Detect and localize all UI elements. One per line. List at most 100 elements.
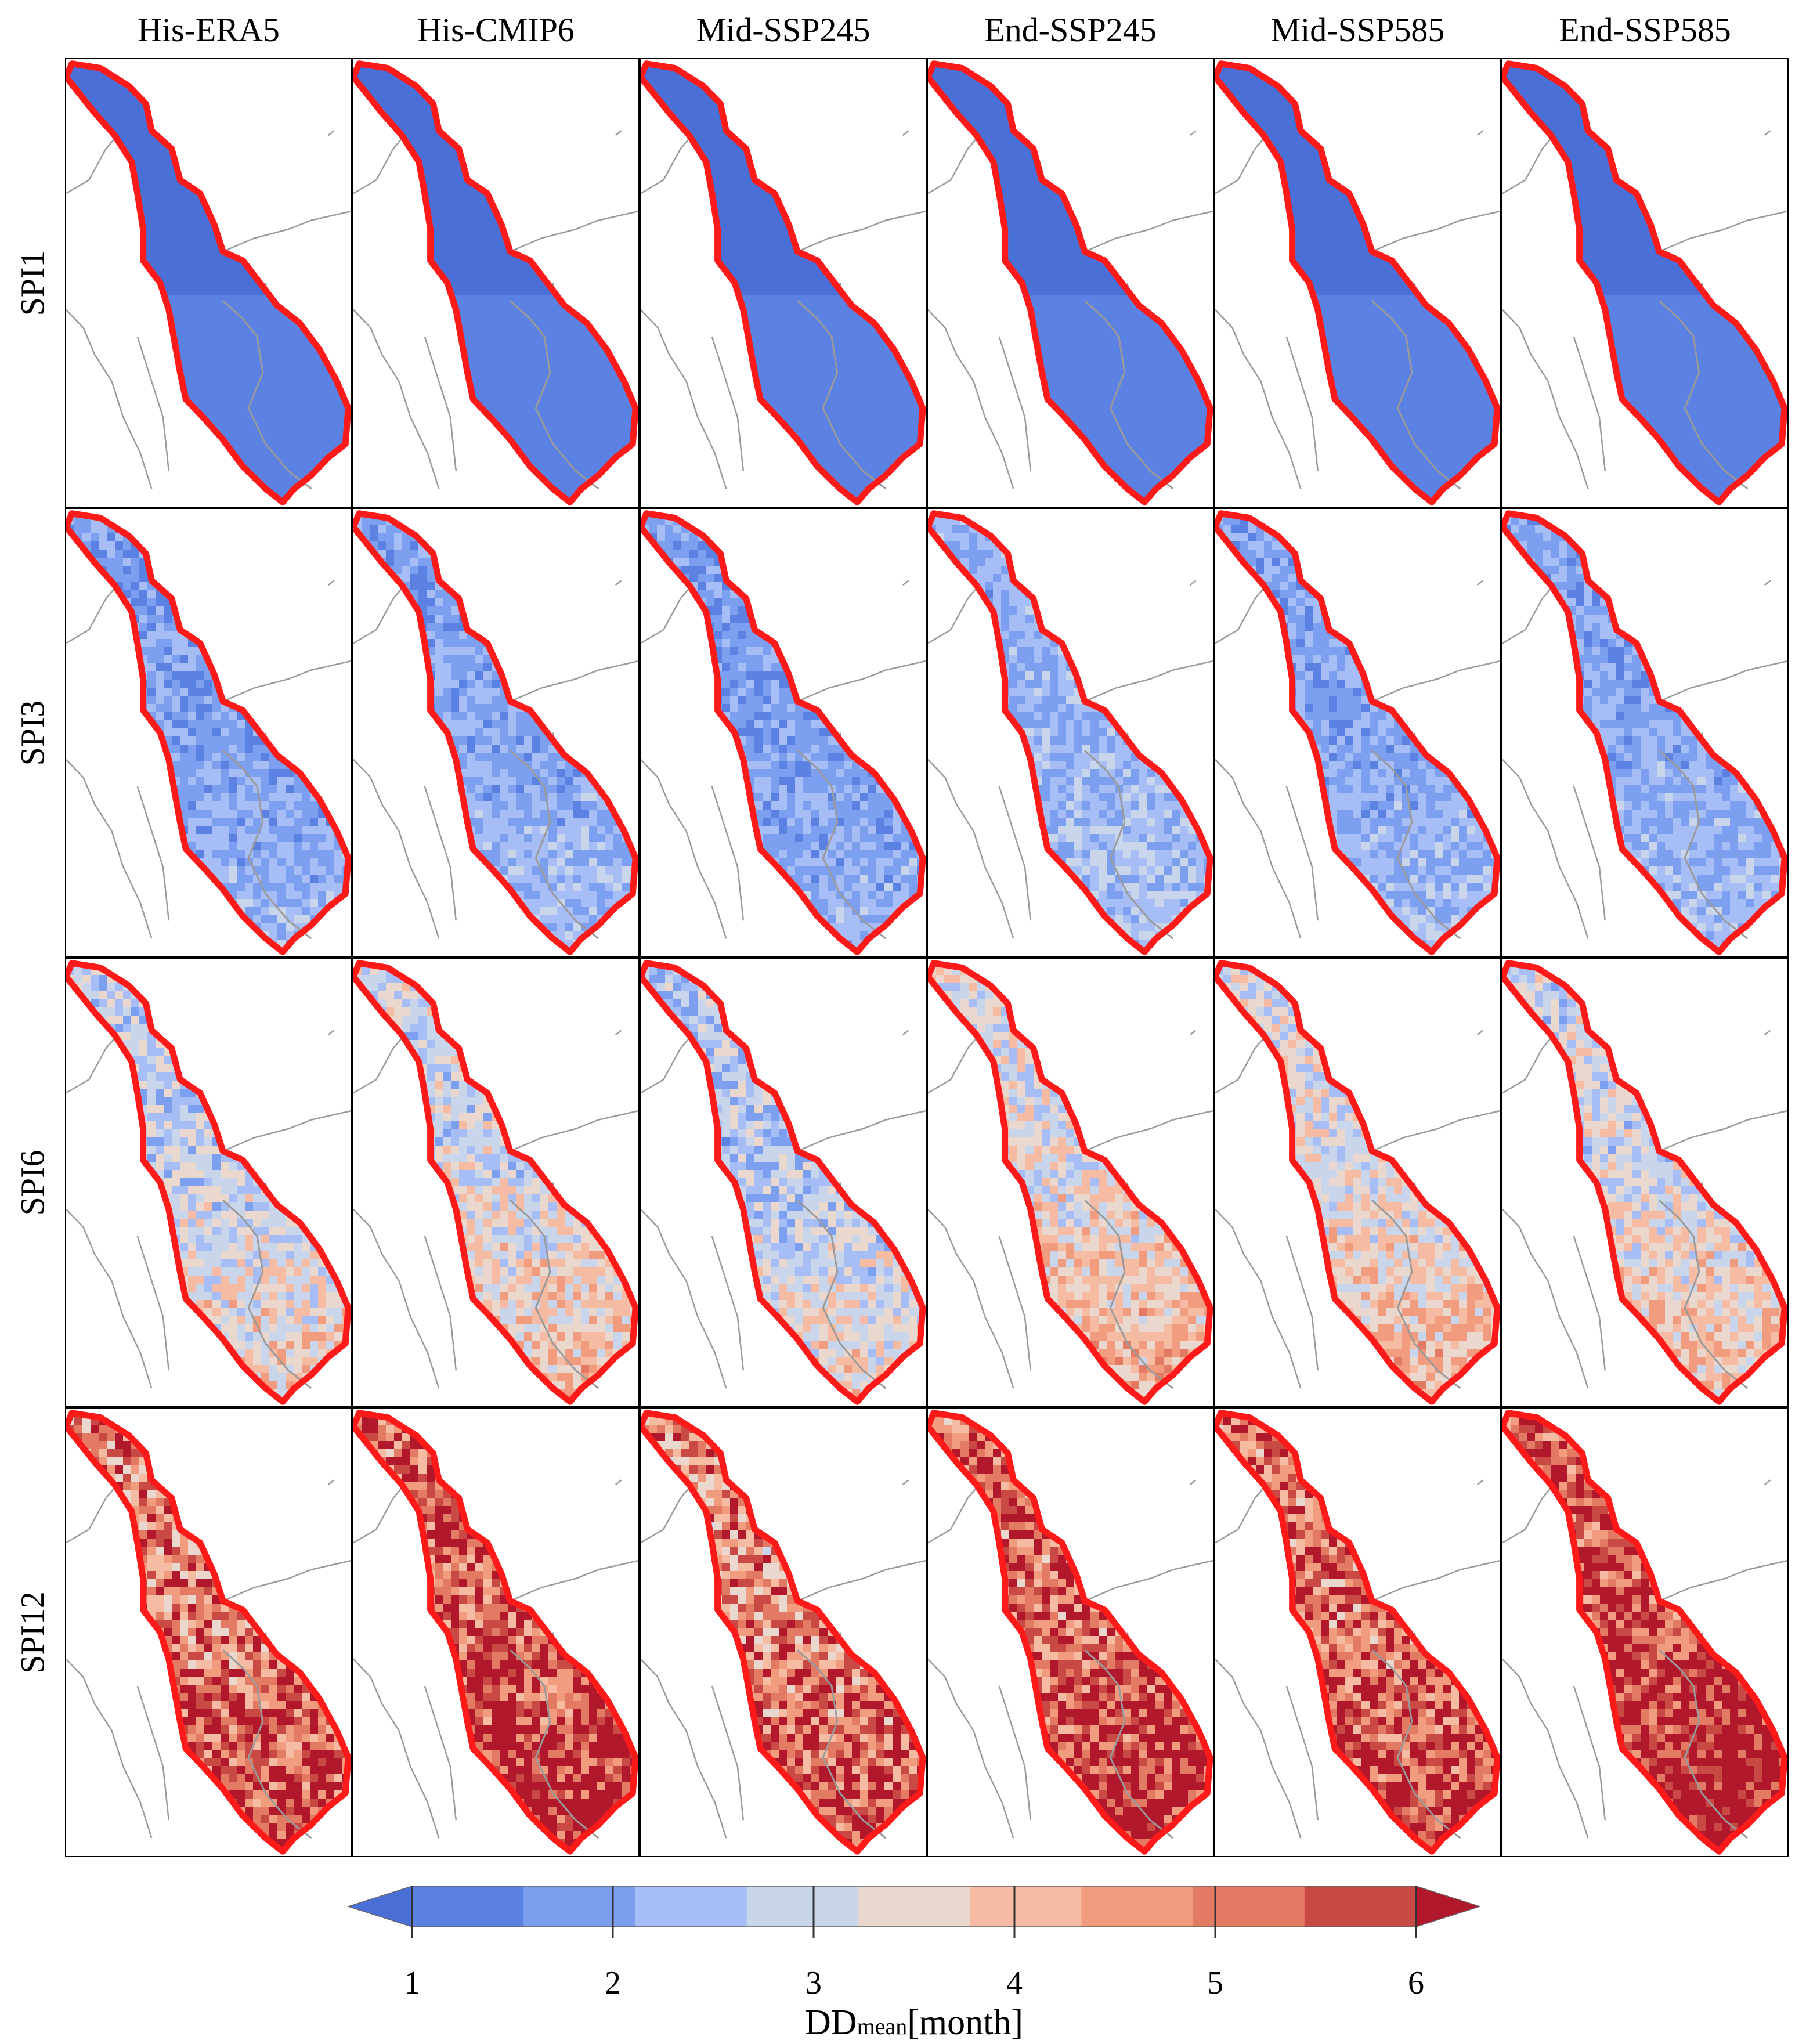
colorbar-max-extend xyxy=(1416,1886,1480,1927)
country-border xyxy=(1215,1208,1302,1389)
country-border xyxy=(327,580,335,586)
river-line xyxy=(1371,1200,1461,1389)
colorbar-segment xyxy=(1081,1886,1194,1927)
map-panel xyxy=(1214,508,1501,958)
country-border xyxy=(510,660,638,702)
country-border xyxy=(1502,584,1555,644)
map-canvas xyxy=(928,510,1213,955)
country-border xyxy=(66,309,153,489)
country-border xyxy=(1573,336,1606,471)
basin-outline xyxy=(1215,1410,1500,1855)
colorbar-segment xyxy=(858,1886,970,1927)
country-border xyxy=(1502,1484,1555,1544)
country-border xyxy=(928,1034,980,1094)
row-label: SPI1 xyxy=(0,58,65,508)
basin-outline xyxy=(1215,60,1500,505)
country-border xyxy=(1084,1559,1213,1602)
basin-outline xyxy=(641,1410,926,1855)
river-line xyxy=(510,1649,599,1839)
country-border xyxy=(353,584,406,644)
map-panel xyxy=(352,508,640,958)
map-panel xyxy=(65,508,352,958)
colorbar-tick-label: 2 xyxy=(595,1964,630,2002)
country-border xyxy=(1659,1559,1787,1602)
basin-outline xyxy=(1502,510,1787,955)
country-border xyxy=(928,1208,1014,1389)
basin-outline xyxy=(66,60,351,505)
basin-outline xyxy=(928,510,1213,955)
country-border xyxy=(1371,660,1500,702)
country-border xyxy=(797,660,926,702)
country-border xyxy=(1659,210,1787,252)
river-line xyxy=(1371,750,1461,940)
country-border xyxy=(1502,309,1589,489)
map-canvas xyxy=(1502,510,1787,955)
country-border xyxy=(1659,660,1787,702)
country-border xyxy=(510,1110,638,1152)
map-panel xyxy=(1501,58,1789,508)
country-border xyxy=(353,1484,406,1544)
country-border xyxy=(797,210,926,252)
river-line xyxy=(1659,300,1749,490)
map-canvas xyxy=(928,60,1213,505)
country-border xyxy=(641,759,727,939)
map-panel xyxy=(927,508,1214,958)
country-border xyxy=(902,1030,909,1036)
river-line xyxy=(222,1200,312,1389)
map-canvas xyxy=(641,60,926,505)
country-border xyxy=(998,786,1032,921)
map-canvas xyxy=(66,1410,351,1855)
country-border xyxy=(1659,1110,1787,1152)
country-border xyxy=(928,1484,980,1544)
country-border xyxy=(1084,660,1213,702)
row-label-text: SPI1 xyxy=(13,250,52,316)
map-panel xyxy=(65,958,352,1407)
country-border xyxy=(1215,1484,1267,1544)
colorbar-tick-label: 1 xyxy=(395,1964,429,2002)
country-border xyxy=(1764,1030,1771,1036)
country-border xyxy=(1764,130,1771,136)
map-panel xyxy=(352,958,640,1407)
country-border xyxy=(136,336,170,471)
river-line xyxy=(1659,1200,1749,1389)
river-line xyxy=(797,750,887,940)
river-line xyxy=(510,1200,599,1389)
country-border xyxy=(902,580,909,586)
row-label-text: SPI12 xyxy=(13,1591,52,1674)
country-border xyxy=(641,309,727,489)
country-border xyxy=(1371,1110,1500,1152)
country-border xyxy=(928,584,980,644)
country-border xyxy=(1371,210,1500,252)
country-border xyxy=(641,1208,727,1389)
colorbar-segment xyxy=(1304,1886,1417,1927)
map-panel xyxy=(65,1407,352,1857)
country-border xyxy=(1215,584,1267,644)
colorbar-tick-label: 6 xyxy=(1399,1964,1433,2002)
map-canvas xyxy=(1502,1410,1787,1855)
country-border xyxy=(615,580,622,586)
country-border xyxy=(66,1034,118,1094)
country-border xyxy=(1285,786,1319,921)
country-border xyxy=(353,1658,440,1839)
country-border xyxy=(1476,1479,1484,1486)
map-panel xyxy=(927,1407,1214,1857)
country-border xyxy=(641,1484,693,1544)
map-canvas xyxy=(353,1410,638,1855)
map-panel xyxy=(1501,508,1789,958)
basin-outline xyxy=(1215,510,1500,955)
country-border xyxy=(327,1479,335,1486)
river-line xyxy=(797,1649,887,1839)
country-border xyxy=(1084,1110,1213,1152)
country-border xyxy=(1502,1034,1555,1094)
row-label-text: SPI6 xyxy=(13,1150,52,1215)
river-line xyxy=(510,750,599,940)
basin-outline xyxy=(641,60,926,505)
country-border xyxy=(66,1208,153,1389)
map-canvas xyxy=(353,510,638,955)
country-border xyxy=(1371,1559,1500,1602)
map-canvas xyxy=(641,960,926,1405)
country-border xyxy=(1573,1685,1606,1821)
country-border xyxy=(1285,1236,1319,1371)
colorbar-label-unit: [month] xyxy=(907,2003,1023,2042)
basin-outline xyxy=(641,960,926,1405)
